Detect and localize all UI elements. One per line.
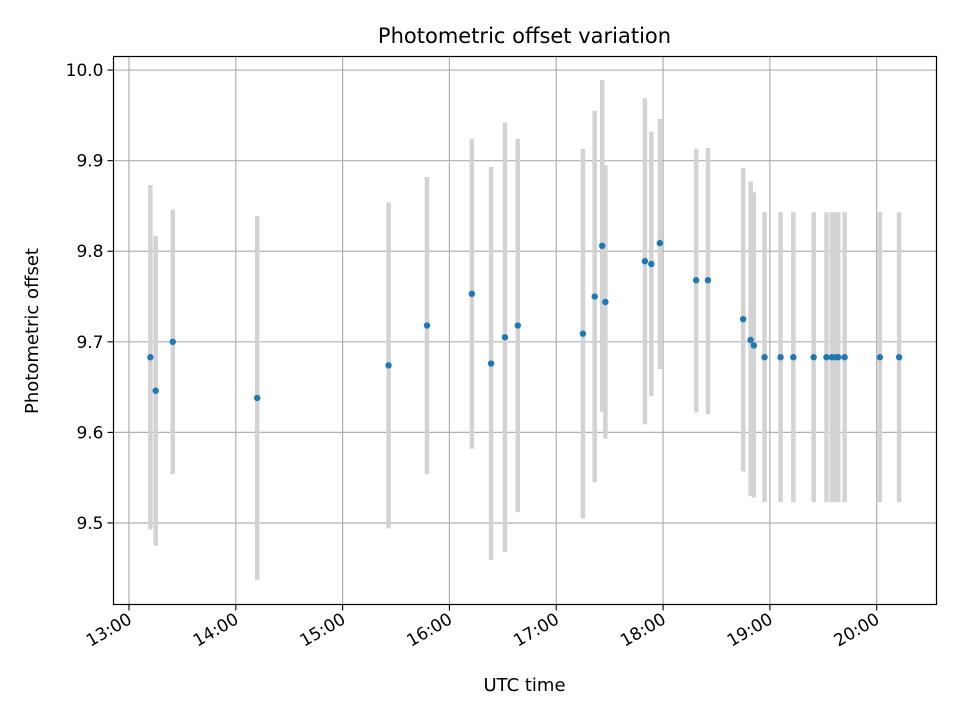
data-point: [656, 239, 664, 247]
data-point: [147, 354, 154, 361]
data-point: [823, 354, 830, 361]
data-point: [602, 298, 609, 306]
data-point: [761, 354, 768, 361]
data-point: [579, 330, 587, 337]
data-point: [641, 258, 649, 265]
data-point: [790, 354, 797, 361]
grid-lines: [113, 56, 937, 605]
data-point: [648, 260, 655, 268]
data-point: [598, 242, 606, 250]
data-point: [169, 338, 176, 346]
data-point: [692, 277, 700, 284]
data-point: [810, 354, 817, 361]
data-point: [835, 354, 842, 361]
data-point: [487, 360, 495, 367]
data-point: [895, 354, 903, 361]
y-tick-label: 9.5: [76, 514, 103, 534]
y-tick-label: 9.9: [76, 152, 103, 172]
x-axis-label: UTC time: [483, 675, 565, 696]
data-point: [501, 334, 509, 341]
y-tick-label: 9.7: [76, 333, 103, 353]
data-point: [468, 290, 476, 298]
data-points: [147, 239, 903, 402]
data-point: [253, 394, 261, 402]
data-point: [152, 387, 159, 394]
data-point: [747, 336, 754, 344]
data-point: [423, 322, 431, 329]
y-axis: 9.5 9.6 9.7 9.8 9.9 10.0: [66, 61, 114, 534]
data-point: [385, 362, 392, 369]
data-point: [876, 354, 884, 361]
data-point: [514, 322, 521, 329]
y-tick-label: 10.0: [66, 61, 104, 81]
y-tick-label: 9.6: [76, 423, 103, 443]
data-point: [739, 315, 747, 323]
data-point: [591, 293, 598, 300]
plot-frame: [112, 55, 938, 606]
chart-title: Photometric offset variation: [378, 24, 671, 48]
data-point: [777, 354, 784, 361]
data-point: [704, 277, 712, 284]
y-tick-label: 9.8: [76, 242, 103, 262]
data-point: [841, 354, 848, 361]
y-axis-label: Photometric offset: [22, 248, 43, 414]
data-point: [750, 342, 758, 349]
